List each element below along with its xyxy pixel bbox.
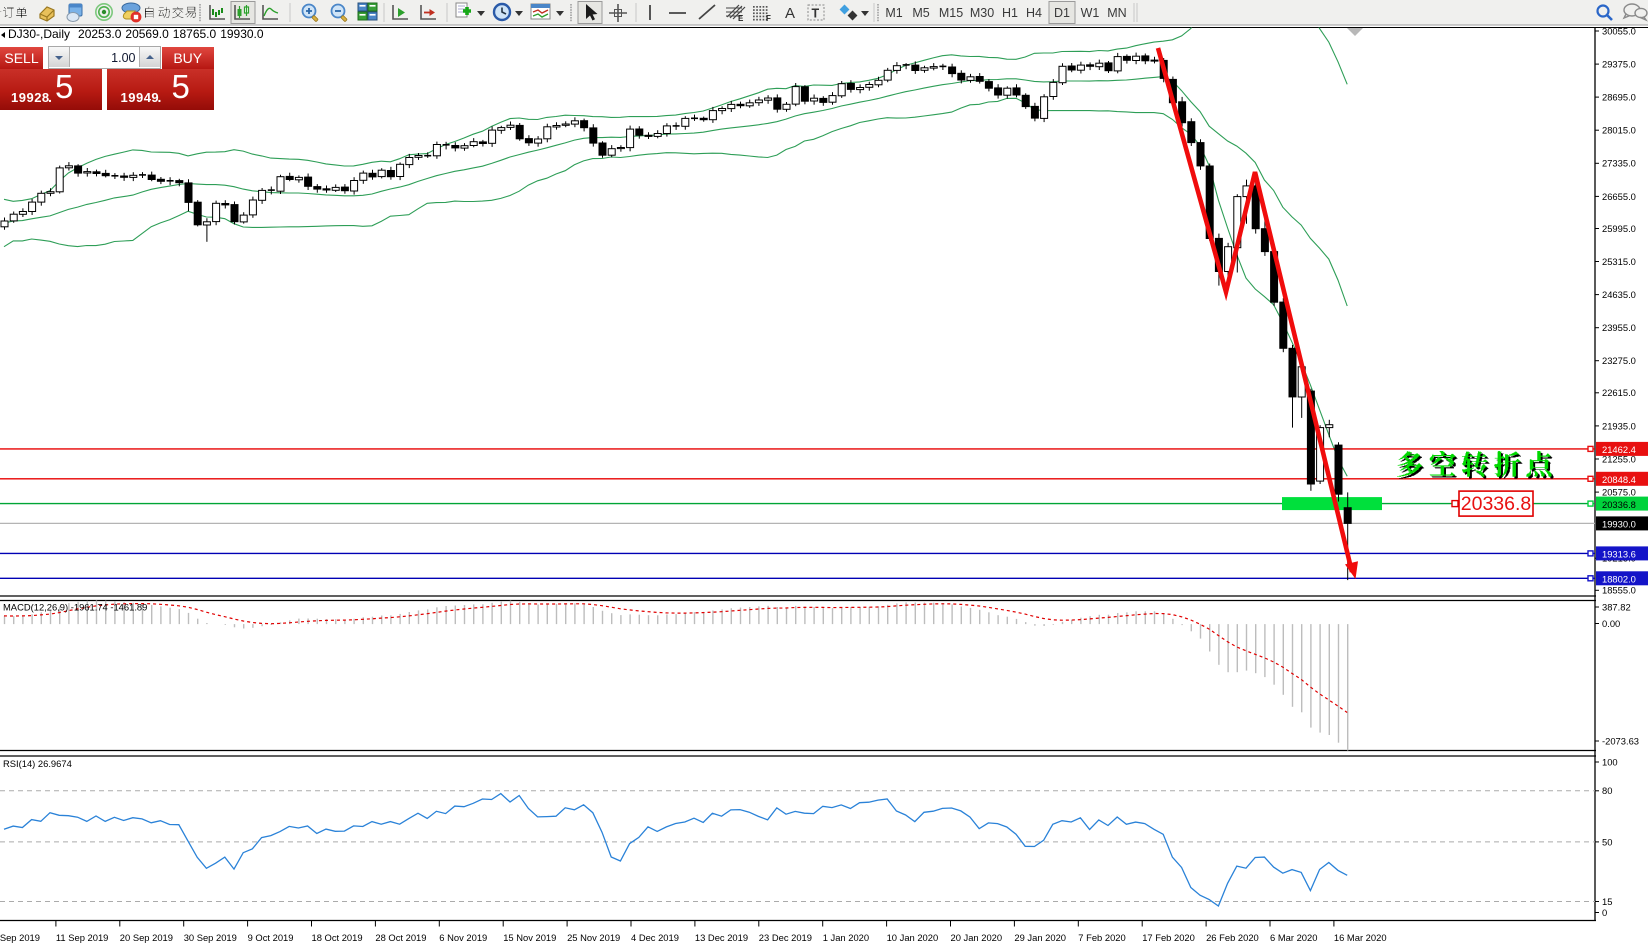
svg-text:28015.0: 28015.0 [1602, 125, 1636, 136]
svg-text:29 Jan 2020: 29 Jan 2020 [1014, 932, 1066, 943]
svg-text:20336.8: 20336.8 [1461, 493, 1532, 515]
svg-text:20848.4: 20848.4 [1602, 474, 1636, 485]
svg-text:0.00: 0.00 [1602, 618, 1620, 629]
svg-text:29375.0: 29375.0 [1602, 59, 1636, 70]
svg-text:30055.0: 30055.0 [1602, 25, 1636, 36]
svg-text:30 Sep 2019: 30 Sep 2019 [184, 932, 237, 943]
svg-text:26655.0: 26655.0 [1602, 191, 1636, 202]
svg-text:MACD(12,26,9) -1961.74 -1461.8: MACD(12,26,9) -1961.74 -1461.89 [3, 602, 147, 613]
svg-text:28 Oct 2019: 28 Oct 2019 [375, 932, 426, 943]
svg-text:23955.0: 23955.0 [1602, 322, 1636, 333]
svg-text:6 Mar 2020: 6 Mar 2020 [1270, 932, 1317, 943]
svg-text:10 Jan 2020: 10 Jan 2020 [887, 932, 939, 943]
svg-text:H4: H4 [1026, 6, 1042, 20]
svg-text:18555.0: 18555.0 [1602, 585, 1636, 596]
svg-text:26 Feb 2020: 26 Feb 2020 [1206, 932, 1259, 943]
svg-text:21462.4: 21462.4 [1602, 444, 1636, 455]
svg-text:15: 15 [1602, 896, 1612, 907]
svg-text:M15: M15 [939, 6, 963, 20]
svg-text:25995.0: 25995.0 [1602, 223, 1636, 234]
svg-text:A: A [785, 5, 795, 22]
svg-text:13 Dec 2019: 13 Dec 2019 [695, 932, 748, 943]
svg-text:18802.0: 18802.0 [1602, 574, 1636, 585]
svg-text:M30: M30 [970, 6, 994, 20]
svg-text:80: 80 [1602, 785, 1612, 796]
svg-text:19930.0: 19930.0 [1602, 519, 1636, 530]
svg-text:387.82: 387.82 [1602, 601, 1631, 612]
svg-text:RSI(14) 26.9674: RSI(14) 26.9674 [3, 758, 72, 769]
svg-text:21935.0: 21935.0 [1602, 420, 1636, 431]
svg-text:20575.0: 20575.0 [1602, 487, 1636, 498]
svg-text:M1: M1 [885, 6, 902, 20]
svg-text:20336.8: 20336.8 [1602, 499, 1636, 510]
svg-text:23275.0: 23275.0 [1602, 355, 1636, 366]
svg-text:0: 0 [1602, 907, 1607, 918]
svg-text:19313.6: 19313.6 [1602, 549, 1636, 560]
svg-text:50: 50 [1602, 836, 1612, 847]
svg-text:100: 100 [1602, 756, 1618, 767]
svg-text:27335.0: 27335.0 [1602, 158, 1636, 169]
svg-text:-2073.63: -2073.63 [1602, 735, 1639, 746]
svg-text:23 Dec 2019: 23 Dec 2019 [759, 932, 812, 943]
svg-text:16 Mar 2020: 16 Mar 2020 [1334, 932, 1387, 943]
svg-text:17 Feb 2020: 17 Feb 2020 [1142, 932, 1195, 943]
svg-text:3 Sep 2019: 3 Sep 2019 [0, 932, 40, 943]
svg-text:25 Nov 2019: 25 Nov 2019 [567, 932, 620, 943]
svg-text:20 Jan 2020: 20 Jan 2020 [951, 932, 1003, 943]
svg-text:21255.0: 21255.0 [1602, 453, 1636, 464]
svg-text:MN: MN [1107, 6, 1126, 20]
svg-text:4 Dec 2019: 4 Dec 2019 [631, 932, 679, 943]
svg-text:20 Sep 2019: 20 Sep 2019 [120, 932, 173, 943]
svg-text:E: E [738, 14, 744, 23]
svg-text:6 Nov 2019: 6 Nov 2019 [439, 932, 487, 943]
svg-text:1 Jan 2020: 1 Jan 2020 [823, 932, 869, 943]
svg-text:H1: H1 [1002, 6, 1018, 20]
svg-text:11 Sep 2019: 11 Sep 2019 [56, 932, 108, 943]
svg-text:18 Oct 2019: 18 Oct 2019 [312, 932, 363, 943]
svg-text:22615.0: 22615.0 [1602, 387, 1636, 398]
svg-text:25315.0: 25315.0 [1602, 256, 1636, 267]
svg-text:7 Feb 2020: 7 Feb 2020 [1078, 932, 1125, 943]
svg-text:F: F [766, 14, 771, 23]
svg-text:28695.0: 28695.0 [1602, 92, 1636, 103]
svg-text:9 Oct 2019: 9 Oct 2019 [248, 932, 294, 943]
svg-text:D1: D1 [1054, 6, 1070, 20]
svg-text:T: T [812, 7, 820, 21]
svg-text:M5: M5 [912, 6, 929, 20]
svg-text:15 Nov 2019: 15 Nov 2019 [503, 932, 556, 943]
svg-text:W1: W1 [1081, 6, 1100, 20]
svg-text:24635.0: 24635.0 [1602, 289, 1636, 300]
